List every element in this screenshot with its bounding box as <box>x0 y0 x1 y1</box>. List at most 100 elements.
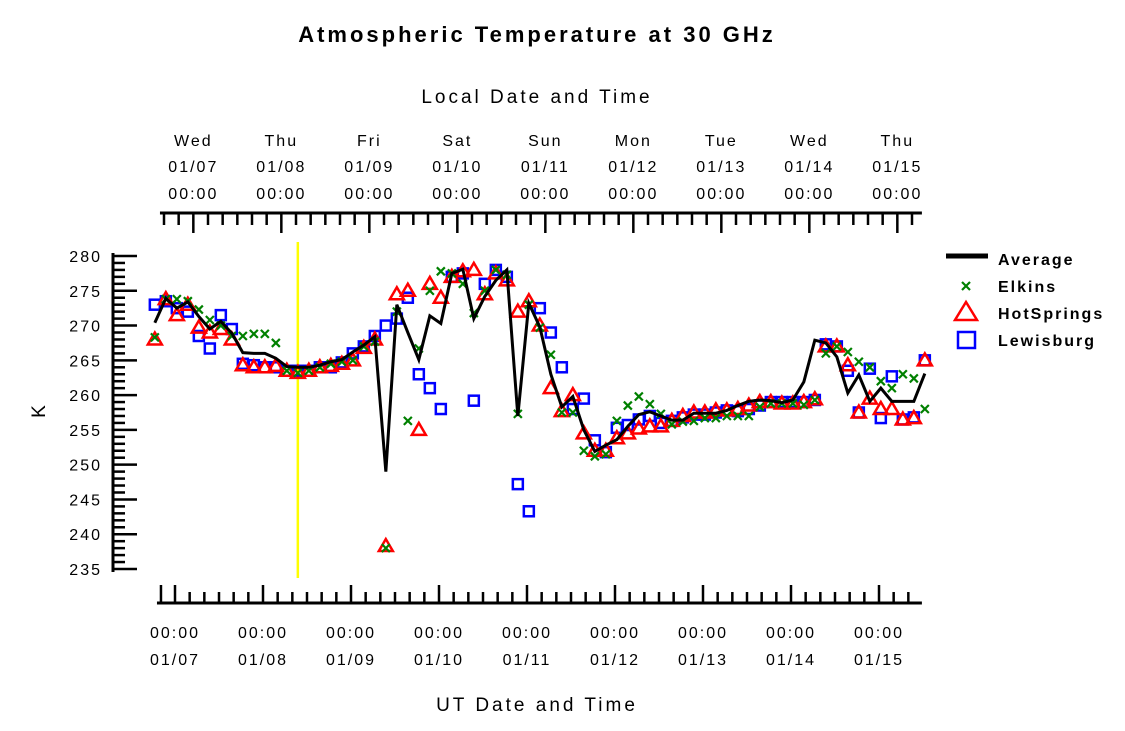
hotsprings-point <box>189 318 209 334</box>
top-tick-date: 01/12 <box>608 159 658 176</box>
top-tick-time: 00:00 <box>344 186 394 203</box>
elkins-point <box>249 329 259 339</box>
elkins-point <box>260 329 270 339</box>
x-stroke <box>425 285 435 296</box>
top-tick-date: 01/08 <box>256 159 306 176</box>
chart-title: Atmospheric Temperature at 30 GHz <box>298 22 776 47</box>
x-stroke <box>909 373 919 384</box>
y-tick-label: 265 <box>69 353 102 370</box>
x-stroke <box>810 395 820 405</box>
hotsprings-point <box>849 403 869 419</box>
hotsprings-point <box>266 356 286 373</box>
elkins-point <box>601 449 611 460</box>
top-tick-day: Fri <box>357 133 382 150</box>
x-stroke <box>788 398 798 409</box>
elkins-point <box>799 400 809 410</box>
top-tick-date: 01/14 <box>784 159 834 176</box>
elkins-point <box>634 391 644 402</box>
elkins-point <box>722 411 732 421</box>
top-tick-date: 01/13 <box>696 159 746 176</box>
x-stroke <box>612 416 622 426</box>
elkins-point <box>876 376 886 386</box>
hotsprings-point <box>431 288 451 304</box>
elkins-point <box>832 341 842 352</box>
x-stroke <box>722 411 732 421</box>
y-tick-label: 240 <box>69 527 102 544</box>
lewisburg-point <box>181 305 195 318</box>
x-stroke <box>634 391 644 402</box>
elkins-point <box>381 543 391 553</box>
elkins-point <box>920 404 930 414</box>
series-average <box>153 266 927 472</box>
top-tick-date: 01/15 <box>872 159 922 176</box>
hotsprings-point <box>805 389 825 406</box>
x-stroke <box>568 407 578 418</box>
bottom-axis-title: UT Date and Time <box>436 695 638 716</box>
x-stroke <box>854 356 864 367</box>
lewisburg-point <box>511 477 525 491</box>
top-tick-day: Sat <box>442 133 472 150</box>
x-stroke <box>799 400 809 410</box>
hotsprings-point <box>783 393 803 410</box>
bottom-tick-date: 01/12 <box>590 652 640 669</box>
legend-item-average: Average <box>946 252 1073 269</box>
elkins-point <box>909 373 919 384</box>
bottom-tick-date: 01/10 <box>414 652 464 669</box>
top-tick-date: 01/09 <box>344 159 394 176</box>
elkins-point <box>744 411 754 421</box>
hotsprings-point <box>398 281 418 298</box>
hotsprings-point <box>882 399 902 416</box>
series-hotsprings <box>145 260 935 553</box>
plot-area <box>145 242 935 578</box>
bottom-tick-time: 00:00 <box>238 625 288 642</box>
x-stroke <box>557 407 567 418</box>
x-stroke <box>238 331 248 341</box>
x-stroke <box>733 411 743 421</box>
bottom-tick-time: 00:00 <box>854 625 904 642</box>
elkins-point <box>271 338 281 348</box>
hotsprings-point <box>299 361 319 378</box>
hotsprings-point <box>827 336 847 353</box>
bottom-tick-date: 01/08 <box>238 652 288 669</box>
x-stroke <box>590 451 600 462</box>
elkins-point <box>590 451 600 462</box>
x-stroke <box>348 355 358 366</box>
hotsprings-point <box>464 260 484 277</box>
elkins-point <box>436 266 446 277</box>
bottom-tick-time: 00:00 <box>414 625 464 642</box>
lewisburg-point <box>434 402 448 416</box>
hotsprings-point <box>574 423 594 440</box>
bottom-tick-date: 01/07 <box>150 652 200 669</box>
hotsprings-point <box>321 356 341 373</box>
y-tick-label: 250 <box>69 458 102 475</box>
hotsprings-point <box>706 400 726 417</box>
elkins-point <box>425 285 435 296</box>
x-stroke <box>700 413 710 423</box>
elkins-point <box>612 416 622 426</box>
hotsprings-point <box>277 361 297 378</box>
lewisburg-point <box>423 381 437 395</box>
bottom-tick-date: 01/09 <box>326 652 376 669</box>
hotsprings-point <box>420 274 440 291</box>
hotsprings-point <box>156 289 176 306</box>
elkins-point <box>645 399 655 409</box>
hotsprings-point <box>629 419 649 435</box>
x-stroke <box>172 294 182 304</box>
elkins-point <box>865 362 875 373</box>
elkins-point <box>667 419 677 430</box>
hotsprings-point <box>838 355 858 372</box>
y-tick-label: 260 <box>69 388 102 405</box>
lewisburg-point <box>885 370 899 383</box>
legend-square-swatch <box>956 330 977 350</box>
elkins-point <box>491 265 501 275</box>
lewisburg-point <box>544 326 558 339</box>
legend-triangle-swatch <box>952 299 980 322</box>
top-tick-date: 01/07 <box>168 159 218 176</box>
top-tick-date: 01/11 <box>521 159 570 176</box>
bottom-tick-time: 00:00 <box>150 625 200 642</box>
lewisburg-point <box>214 308 228 322</box>
x-stroke <box>271 338 281 348</box>
x-stroke <box>843 347 853 357</box>
top-tick-time: 00:00 <box>256 186 306 203</box>
